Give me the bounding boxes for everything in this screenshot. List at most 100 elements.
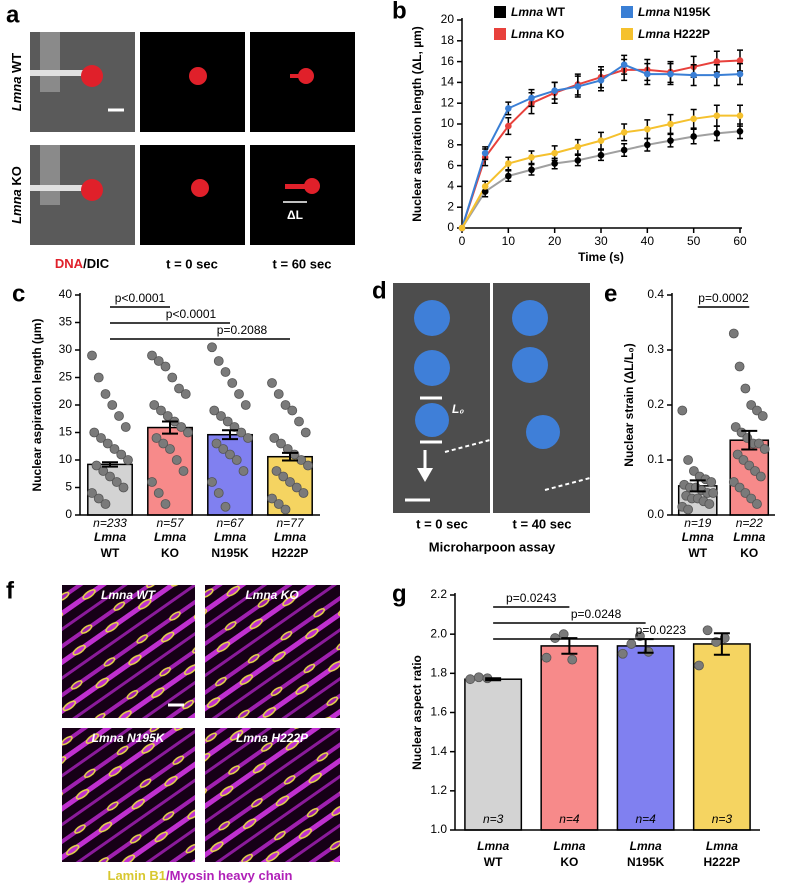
data-point xyxy=(93,372,104,383)
data-point xyxy=(706,477,717,487)
legend-swatch xyxy=(621,6,633,18)
dic-channel xyxy=(40,32,60,92)
y-tick-label: 0.1 xyxy=(647,452,664,466)
marker xyxy=(644,125,651,133)
nucleus-image xyxy=(415,403,449,437)
panel-label: b xyxy=(392,0,407,24)
panel-d-images xyxy=(393,283,591,513)
legend-label: Lmna H222P xyxy=(638,27,710,41)
label-part: N195K xyxy=(211,546,249,560)
label-part: H222P xyxy=(670,27,710,41)
label-part: H222P xyxy=(704,855,741,869)
x-tick-label: Lmna N195K xyxy=(627,839,665,869)
data-point xyxy=(303,460,313,471)
marker xyxy=(551,87,558,95)
nucleus-image xyxy=(81,179,103,201)
label-part: H222P xyxy=(268,731,309,745)
legend-label: Lmna KO xyxy=(511,27,564,41)
label-part: Lmna xyxy=(733,530,765,544)
marker xyxy=(667,70,674,78)
data-point xyxy=(123,455,133,465)
x-tick-label: Lmna WT xyxy=(477,839,509,869)
error-bar xyxy=(222,429,238,441)
n-label: n=77 xyxy=(276,516,304,530)
label-part: N195K xyxy=(670,5,711,19)
marker xyxy=(644,70,651,78)
marker xyxy=(713,71,721,79)
y-axis-label: Nuclear aspect ratio xyxy=(410,655,424,770)
caption: Lamin B1/Myosin heavy chain xyxy=(108,868,293,883)
marker xyxy=(690,71,697,79)
y-tick-label: 1.4 xyxy=(430,744,447,758)
data-point xyxy=(153,488,164,498)
n-label: n=22 xyxy=(736,516,763,530)
data-point xyxy=(626,639,637,649)
marker xyxy=(713,58,721,65)
label-part: Lmna xyxy=(9,189,24,224)
panel-label: d xyxy=(372,277,387,304)
data-point xyxy=(218,444,229,454)
p-value: p<0.0001 xyxy=(166,307,217,321)
error-bar xyxy=(485,677,502,682)
data-point xyxy=(167,372,178,383)
data-point xyxy=(298,488,309,498)
dic-channel xyxy=(40,145,60,205)
fluorescence-image xyxy=(140,145,245,245)
data-point xyxy=(541,652,552,663)
data-point xyxy=(158,438,169,449)
muscle-image xyxy=(62,585,195,718)
marker xyxy=(528,166,535,174)
fluorescence-image xyxy=(250,145,355,245)
label-part: N195K xyxy=(627,855,665,869)
data-point xyxy=(102,438,113,449)
marker xyxy=(597,151,605,159)
label-part: KO xyxy=(161,546,179,560)
y-tick-label: 18 xyxy=(441,33,455,47)
error-bar xyxy=(689,479,706,493)
data-point xyxy=(683,455,693,465)
data-point xyxy=(151,433,162,443)
panel-label: g xyxy=(392,580,407,607)
x-axis-label: Time (s) xyxy=(578,250,624,264)
error-bar xyxy=(561,637,578,655)
image-title: Lmna N195K xyxy=(92,731,166,745)
y-tick-label: 35 xyxy=(59,315,73,329)
panel-label: f xyxy=(6,577,15,604)
data-point xyxy=(209,405,220,416)
nucleus-image xyxy=(189,67,207,85)
legend-swatch xyxy=(621,28,633,40)
data-point xyxy=(465,674,476,685)
x-tick-label: Lmna N195K xyxy=(211,530,249,560)
x-tick-label: 30 xyxy=(594,234,608,248)
marker xyxy=(551,160,558,167)
label-part: Lmna xyxy=(638,5,670,19)
label-part: Lmna xyxy=(101,588,133,602)
marker xyxy=(505,105,512,112)
label-part: Lmna xyxy=(236,731,268,745)
nucleus-image xyxy=(414,350,450,386)
harpoon-outline xyxy=(544,477,591,491)
data-point xyxy=(740,383,751,394)
label-part: KO xyxy=(277,588,299,602)
n-label: n=3 xyxy=(483,812,504,826)
data-point xyxy=(96,433,106,443)
data-point xyxy=(280,400,291,410)
n-label: n=4 xyxy=(635,812,656,826)
y-tick-label: 20 xyxy=(59,397,73,411)
data-point xyxy=(207,477,217,487)
y-tick-label: 0 xyxy=(447,220,454,234)
marker xyxy=(736,112,744,119)
data-point xyxy=(617,648,628,659)
label-part: WT xyxy=(133,588,157,602)
marker xyxy=(505,172,512,180)
data-point xyxy=(220,501,231,512)
nucleus-image xyxy=(81,65,103,87)
y-tick-label: 0 xyxy=(65,507,72,521)
x-tick-label: Lmna WT xyxy=(94,530,126,560)
marker xyxy=(574,83,582,90)
y-tick-label: 2 xyxy=(447,199,454,213)
muscle-image xyxy=(205,585,340,718)
data-point xyxy=(222,416,233,427)
bar xyxy=(616,645,675,831)
n-label: n=57 xyxy=(156,516,184,530)
